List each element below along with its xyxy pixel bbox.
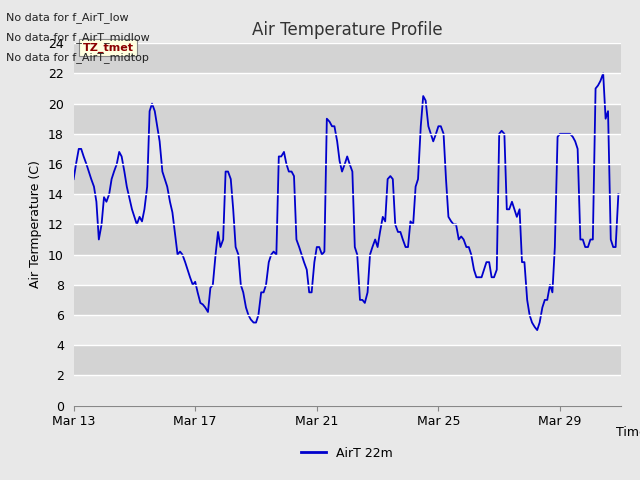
Bar: [74, 375, 621, 406]
Text: No data for f_AirT_low: No data for f_AirT_low: [6, 12, 129, 23]
Bar: [74, 315, 621, 345]
X-axis label: Time: Time: [616, 426, 640, 439]
Bar: [74, 134, 621, 164]
Bar: [74, 194, 621, 225]
Y-axis label: Air Termperature (C): Air Termperature (C): [29, 160, 42, 288]
Bar: [74, 73, 621, 104]
Text: TZ_tmet: TZ_tmet: [83, 43, 134, 53]
Bar: [74, 254, 621, 285]
Title: Air Temperature Profile: Air Temperature Profile: [252, 21, 442, 39]
Legend: AirT 22m: AirT 22m: [296, 442, 398, 465]
Text: No data for f_AirT_midtop: No data for f_AirT_midtop: [6, 52, 149, 63]
Text: No data for f_AirT_midlow: No data for f_AirT_midlow: [6, 32, 150, 43]
